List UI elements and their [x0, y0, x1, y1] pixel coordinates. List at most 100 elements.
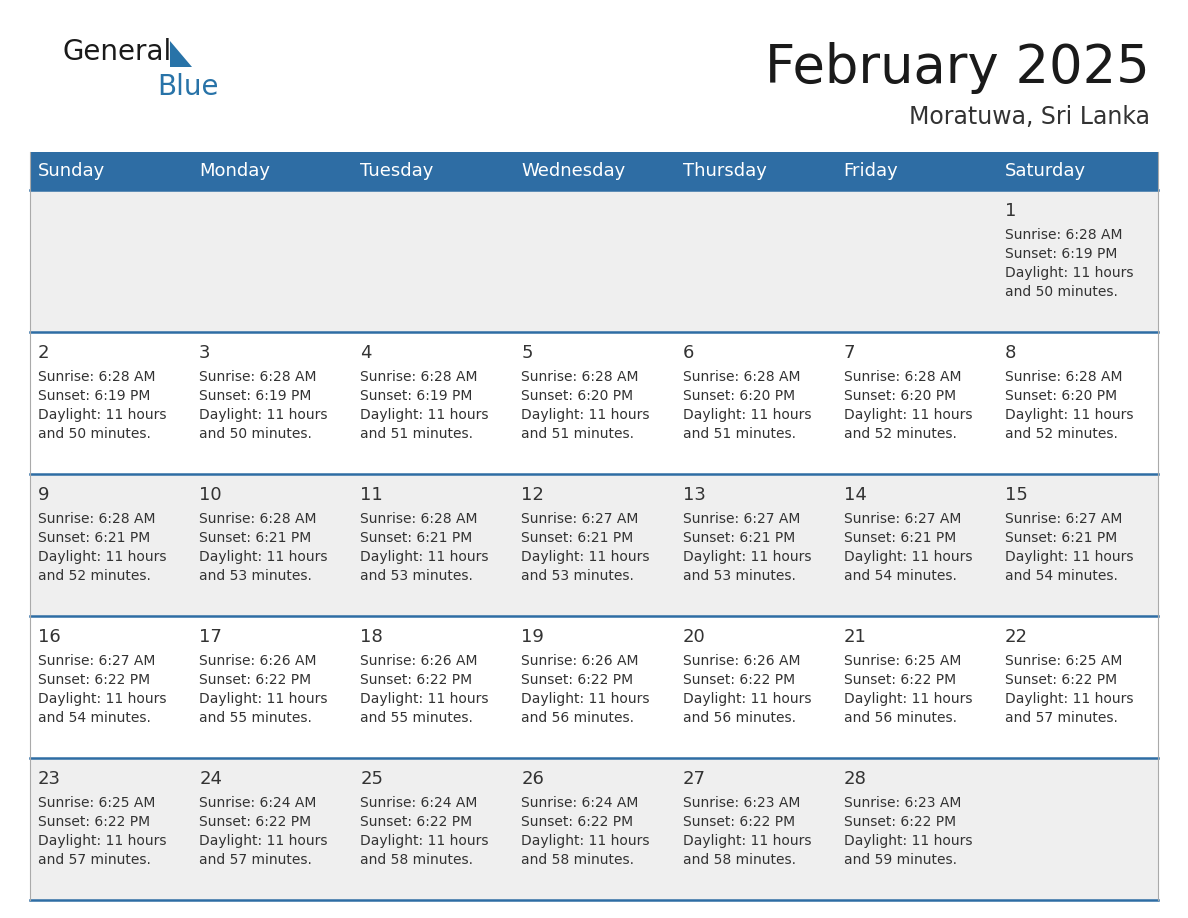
Text: 21: 21: [843, 628, 866, 646]
Bar: [30, 190, 1158, 332]
Text: Daylight: 11 hours: Daylight: 11 hours: [200, 692, 328, 706]
Text: Tuesday: Tuesday: [360, 162, 434, 180]
Text: Sunrise: 6:25 AM: Sunrise: 6:25 AM: [38, 796, 156, 810]
Text: Daylight: 11 hours: Daylight: 11 hours: [1005, 550, 1133, 564]
Text: Sunrise: 6:28 AM: Sunrise: 6:28 AM: [683, 370, 800, 384]
Text: Sunrise: 6:26 AM: Sunrise: 6:26 AM: [200, 654, 317, 668]
Text: 4: 4: [360, 344, 372, 362]
Text: Sunset: 6:22 PM: Sunset: 6:22 PM: [683, 673, 795, 687]
Text: 10: 10: [200, 486, 222, 504]
Bar: [30, 332, 1158, 474]
Text: and 53 minutes.: and 53 minutes.: [683, 569, 796, 583]
Text: and 53 minutes.: and 53 minutes.: [522, 569, 634, 583]
Text: Daylight: 11 hours: Daylight: 11 hours: [1005, 692, 1133, 706]
Text: 14: 14: [843, 486, 866, 504]
Text: Sunset: 6:22 PM: Sunset: 6:22 PM: [360, 815, 473, 829]
Text: 11: 11: [360, 486, 383, 504]
Text: Daylight: 11 hours: Daylight: 11 hours: [522, 834, 650, 848]
Text: Daylight: 11 hours: Daylight: 11 hours: [843, 692, 972, 706]
Text: Daylight: 11 hours: Daylight: 11 hours: [38, 834, 166, 848]
Text: Daylight: 11 hours: Daylight: 11 hours: [522, 692, 650, 706]
Text: Sunset: 6:22 PM: Sunset: 6:22 PM: [200, 673, 311, 687]
Text: Sunrise: 6:28 AM: Sunrise: 6:28 AM: [360, 370, 478, 384]
Text: and 52 minutes.: and 52 minutes.: [843, 427, 956, 441]
Text: 1: 1: [1005, 202, 1016, 220]
Text: 17: 17: [200, 628, 222, 646]
Text: Sunset: 6:19 PM: Sunset: 6:19 PM: [38, 389, 151, 403]
Text: Sunrise: 6:27 AM: Sunrise: 6:27 AM: [522, 512, 639, 526]
Text: and 52 minutes.: and 52 minutes.: [1005, 427, 1118, 441]
Text: Sunset: 6:20 PM: Sunset: 6:20 PM: [683, 389, 795, 403]
Text: Blue: Blue: [157, 73, 219, 101]
Text: 22: 22: [1005, 628, 1028, 646]
Text: Daylight: 11 hours: Daylight: 11 hours: [843, 834, 972, 848]
Text: Sunrise: 6:25 AM: Sunrise: 6:25 AM: [843, 654, 961, 668]
Text: Sunset: 6:21 PM: Sunset: 6:21 PM: [683, 531, 795, 545]
Text: Daylight: 11 hours: Daylight: 11 hours: [1005, 408, 1133, 422]
Text: Sunrise: 6:28 AM: Sunrise: 6:28 AM: [1005, 370, 1123, 384]
Text: Sunset: 6:22 PM: Sunset: 6:22 PM: [200, 815, 311, 829]
Text: and 51 minutes.: and 51 minutes.: [360, 427, 473, 441]
Text: Friday: Friday: [843, 162, 898, 180]
Text: Sunset: 6:21 PM: Sunset: 6:21 PM: [38, 531, 150, 545]
Text: Sunset: 6:22 PM: Sunset: 6:22 PM: [843, 673, 956, 687]
Text: 13: 13: [683, 486, 706, 504]
Text: and 58 minutes.: and 58 minutes.: [522, 853, 634, 867]
Bar: [30, 616, 1158, 758]
Text: Sunrise: 6:27 AM: Sunrise: 6:27 AM: [1005, 512, 1123, 526]
Text: Sunset: 6:19 PM: Sunset: 6:19 PM: [200, 389, 311, 403]
Text: Daylight: 11 hours: Daylight: 11 hours: [683, 692, 811, 706]
Text: Sunrise: 6:28 AM: Sunrise: 6:28 AM: [200, 512, 317, 526]
Text: Daylight: 11 hours: Daylight: 11 hours: [843, 408, 972, 422]
Text: 15: 15: [1005, 486, 1028, 504]
Text: 8: 8: [1005, 344, 1016, 362]
Text: Sunrise: 6:25 AM: Sunrise: 6:25 AM: [1005, 654, 1123, 668]
Text: and 57 minutes.: and 57 minutes.: [1005, 711, 1118, 725]
Text: Sunrise: 6:26 AM: Sunrise: 6:26 AM: [683, 654, 800, 668]
Text: 6: 6: [683, 344, 694, 362]
Text: Sunrise: 6:26 AM: Sunrise: 6:26 AM: [522, 654, 639, 668]
Text: and 58 minutes.: and 58 minutes.: [683, 853, 796, 867]
Text: Sunrise: 6:28 AM: Sunrise: 6:28 AM: [360, 512, 478, 526]
Text: and 50 minutes.: and 50 minutes.: [200, 427, 312, 441]
Text: Daylight: 11 hours: Daylight: 11 hours: [683, 834, 811, 848]
Text: Sunset: 6:22 PM: Sunset: 6:22 PM: [360, 673, 473, 687]
Text: 9: 9: [38, 486, 50, 504]
Text: Daylight: 11 hours: Daylight: 11 hours: [360, 408, 488, 422]
Text: Sunset: 6:20 PM: Sunset: 6:20 PM: [1005, 389, 1117, 403]
Text: and 54 minutes.: and 54 minutes.: [843, 569, 956, 583]
Text: Daylight: 11 hours: Daylight: 11 hours: [1005, 266, 1133, 280]
Text: Daylight: 11 hours: Daylight: 11 hours: [683, 408, 811, 422]
Text: 24: 24: [200, 770, 222, 788]
Text: Sunset: 6:22 PM: Sunset: 6:22 PM: [522, 815, 633, 829]
Text: Daylight: 11 hours: Daylight: 11 hours: [522, 550, 650, 564]
Text: and 57 minutes.: and 57 minutes.: [200, 853, 312, 867]
Text: Sunset: 6:21 PM: Sunset: 6:21 PM: [843, 531, 956, 545]
Text: Daylight: 11 hours: Daylight: 11 hours: [200, 834, 328, 848]
Text: Daylight: 11 hours: Daylight: 11 hours: [522, 408, 650, 422]
Text: Sunset: 6:19 PM: Sunset: 6:19 PM: [1005, 247, 1117, 261]
Text: and 56 minutes.: and 56 minutes.: [683, 711, 796, 725]
Text: Thursday: Thursday: [683, 162, 766, 180]
Text: Monday: Monday: [200, 162, 270, 180]
Text: and 50 minutes.: and 50 minutes.: [1005, 285, 1118, 299]
Text: and 54 minutes.: and 54 minutes.: [38, 711, 151, 725]
Text: Sunrise: 6:24 AM: Sunrise: 6:24 AM: [360, 796, 478, 810]
Text: 26: 26: [522, 770, 544, 788]
Text: Sunset: 6:22 PM: Sunset: 6:22 PM: [843, 815, 956, 829]
Text: Sunrise: 6:26 AM: Sunrise: 6:26 AM: [360, 654, 478, 668]
Text: 3: 3: [200, 344, 210, 362]
Text: Daylight: 11 hours: Daylight: 11 hours: [38, 550, 166, 564]
Bar: [30, 758, 1158, 900]
Text: and 52 minutes.: and 52 minutes.: [38, 569, 151, 583]
Text: Daylight: 11 hours: Daylight: 11 hours: [843, 550, 972, 564]
Text: Sunset: 6:22 PM: Sunset: 6:22 PM: [1005, 673, 1117, 687]
Text: Sunrise: 6:23 AM: Sunrise: 6:23 AM: [683, 796, 800, 810]
Text: Sunrise: 6:27 AM: Sunrise: 6:27 AM: [38, 654, 156, 668]
Text: Daylight: 11 hours: Daylight: 11 hours: [360, 834, 488, 848]
Text: and 54 minutes.: and 54 minutes.: [1005, 569, 1118, 583]
Text: 25: 25: [360, 770, 384, 788]
Text: Sunrise: 6:24 AM: Sunrise: 6:24 AM: [522, 796, 639, 810]
Text: Sunset: 6:20 PM: Sunset: 6:20 PM: [843, 389, 956, 403]
Text: Sunrise: 6:27 AM: Sunrise: 6:27 AM: [843, 512, 961, 526]
